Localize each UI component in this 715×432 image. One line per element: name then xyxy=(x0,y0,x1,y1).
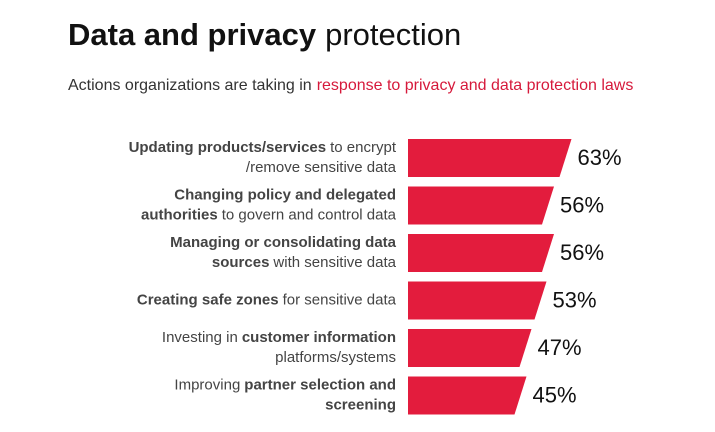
category-label: authorities to govern and control data xyxy=(141,206,397,223)
chart-title: Data and privacy protection xyxy=(68,17,461,52)
value-label: 56% xyxy=(560,240,604,265)
category-segment: Investing in xyxy=(162,329,238,346)
category-label: Changing policy and delegated xyxy=(174,186,396,203)
category-label: Improving partner selection and xyxy=(174,376,396,393)
category-segment: Updating products/services xyxy=(129,139,327,156)
bar xyxy=(408,139,572,177)
category-label: /remove sensitive data xyxy=(246,159,397,176)
subtitle-normal: Actions organizations are taking in xyxy=(68,77,312,94)
category-segment: for sensitive data xyxy=(283,291,397,308)
category-segment: to govern and control data xyxy=(222,206,397,223)
category-label: screening xyxy=(325,396,396,413)
bar xyxy=(408,376,527,415)
category-segment: /remove sensitive data xyxy=(246,159,397,176)
category-label: Updating products/services to encrypt xyxy=(129,139,397,156)
value-label: 53% xyxy=(553,287,597,312)
subtitle: Actions organizations are taking in respo… xyxy=(68,77,633,94)
bar xyxy=(408,281,547,320)
category-segment: Changing policy and delegated xyxy=(174,186,396,203)
subtitle-highlight: response to privacy and data protection … xyxy=(317,77,634,94)
value-label: 63% xyxy=(578,145,622,170)
category-segment: to encrypt xyxy=(330,139,397,156)
category-segment: platforms/systems xyxy=(275,349,396,366)
category-segment: Creating safe zones xyxy=(137,291,279,308)
bar xyxy=(408,186,554,225)
category-segment: with sensitive data xyxy=(272,254,396,271)
bar xyxy=(408,329,532,367)
category-label: sources with sensitive data xyxy=(212,254,397,271)
value-label: 56% xyxy=(560,192,604,217)
category-segment: screening xyxy=(325,396,396,413)
bar xyxy=(408,234,554,272)
category-segment: Improving xyxy=(174,376,240,393)
category-segment: sources xyxy=(212,254,270,271)
category-label: Creating safe zones for sensitive data xyxy=(137,291,397,308)
category-label: Managing or consolidating data xyxy=(170,234,397,251)
category-segment: customer information xyxy=(242,329,396,346)
category-segment: partner selection and xyxy=(244,376,396,393)
category-segment: authorities xyxy=(141,206,218,223)
title-bold: Data and privacy xyxy=(68,17,317,52)
category-label: platforms/systems xyxy=(275,349,396,366)
value-label: 45% xyxy=(533,382,577,407)
value-label: 47% xyxy=(538,335,582,360)
category-label: Investing in customer information xyxy=(162,329,396,346)
category-segment: Managing or consolidating data xyxy=(170,234,397,251)
title-normal: protection xyxy=(325,17,461,52)
